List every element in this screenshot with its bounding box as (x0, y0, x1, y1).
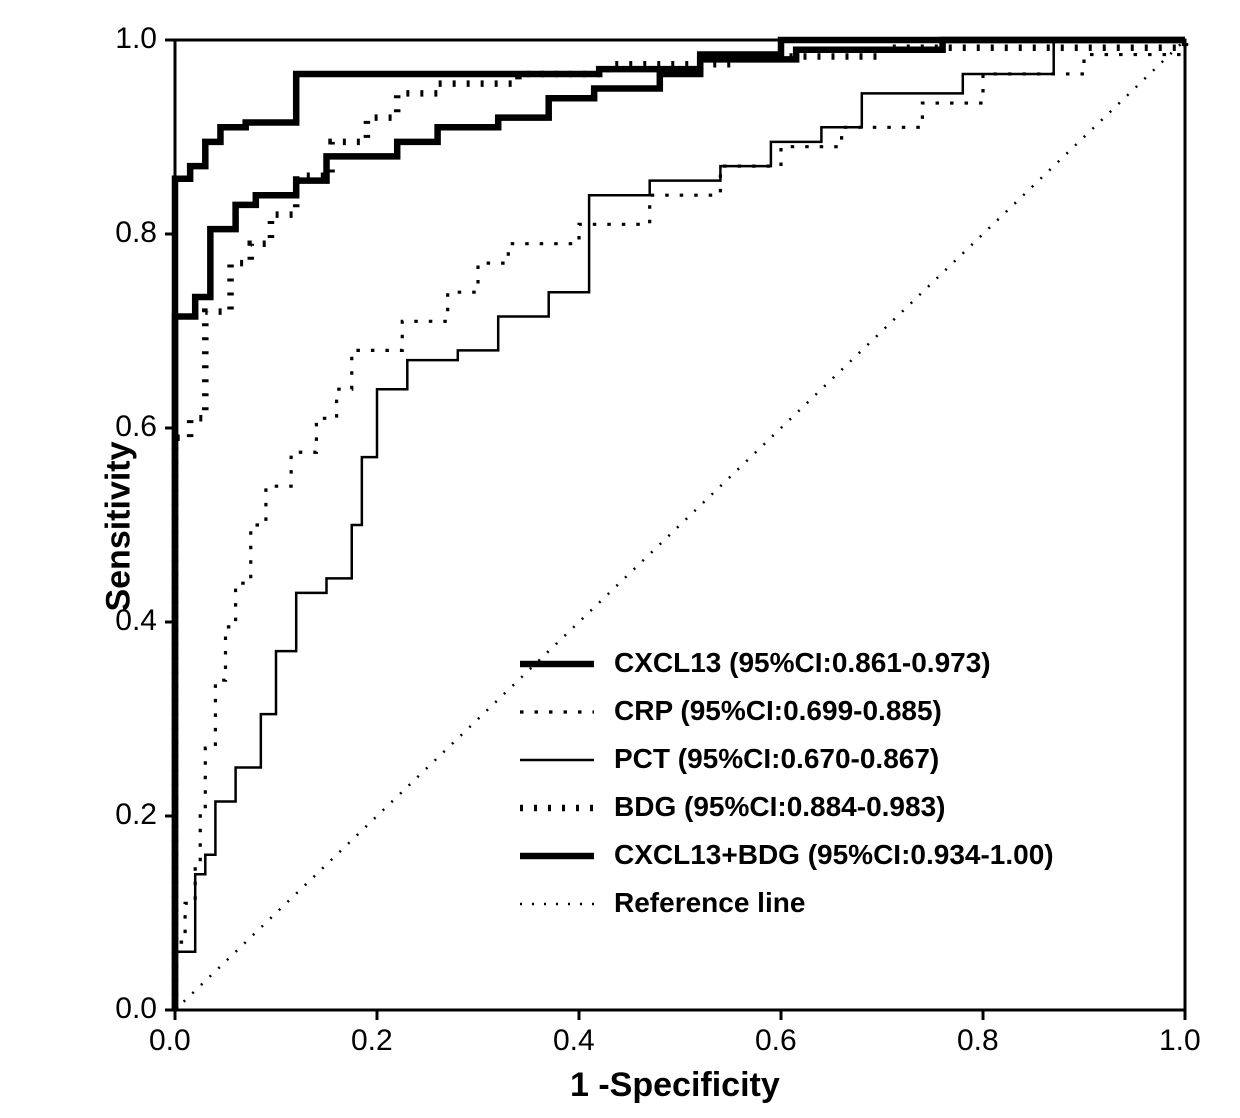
roc-chart: Sensitivity 1 -Specificity 0.0 0.2 0.4 0.6 0… (0, 0, 1240, 1118)
y-tick-label: 0.2 (115, 798, 157, 832)
y-axis-title: Sensitivity (100, 441, 139, 611)
y-tick-label: 0.4 (115, 604, 157, 638)
x-axis-title: 1 -Specificity (570, 1066, 780, 1105)
y-tick-label: 0.6 (115, 410, 157, 444)
y-tick-label: 1.0 (115, 22, 157, 56)
legend-label-cxcl13_bdg: CXCL13+BDG (95%CI:0.934-1.00) (614, 839, 1054, 871)
legend-label-cxcl13: CXCL13 (95%CI:0.861-0.973) (614, 647, 991, 679)
x-tick-label: 0.6 (755, 1024, 797, 1058)
x-tick-label: 0.8 (957, 1024, 999, 1058)
x-tick-label: 1.0 (1159, 1024, 1201, 1058)
y-tick-label: 0.0 (115, 992, 157, 1026)
legend-label-crp: CRP (95%CI:0.699-0.885) (614, 695, 942, 727)
x-tick-label: 0.0 (149, 1024, 191, 1058)
legend-label-reference: Reference line (614, 887, 805, 919)
x-tick-label: 0.2 (351, 1024, 393, 1058)
legend-label-pct: PCT (95%CI:0.670-0.867) (614, 743, 939, 775)
chart-svg (0, 0, 1240, 1118)
y-tick-label: 0.8 (115, 216, 157, 250)
legend-swatches (520, 664, 594, 904)
legend-label-bdg: BDG (95%CI:0.884-0.983) (614, 791, 945, 823)
x-tick-label: 0.4 (553, 1024, 595, 1058)
